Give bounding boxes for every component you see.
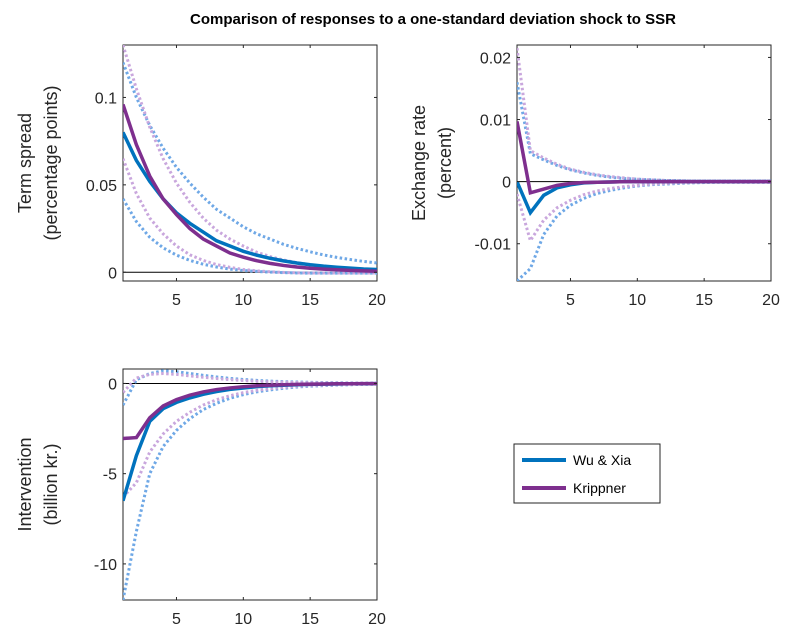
legend-label-wu-xia: Wu & Xia	[573, 452, 631, 468]
axes-box	[122, 368, 378, 601]
y-axis-label: Term spread	[15, 113, 35, 213]
x-tick-label: 10	[234, 292, 252, 309]
axes-box	[122, 44, 378, 282]
y-tick-label: 0.01	[480, 113, 511, 130]
series-line-krippner	[123, 103, 377, 273]
series-line-krippner	[123, 381, 377, 441]
confidence-band-line	[517, 180, 771, 281]
y-tick-label: 0	[108, 265, 117, 282]
x-tick-label: 20	[762, 292, 780, 309]
y-axis-label: Exchange rate	[409, 105, 429, 221]
y-tick-label: 0	[502, 175, 511, 192]
confidence-band-line	[123, 382, 377, 600]
y-axis-label: (percentage points)	[41, 85, 61, 240]
panel-term-spread: 5 10 15 20 0 0.05 0.1 Term spread (percentage po…	[15, 44, 386, 309]
x-tick-label: 20	[368, 292, 386, 309]
y-tick-label: 0	[108, 376, 117, 393]
legend-label-krippner: Krippner	[573, 480, 626, 496]
y-axis-label: Intervention	[15, 437, 35, 531]
confidence-band-line	[517, 47, 771, 183]
confidence-band-line	[123, 45, 377, 272]
panel-intervention: 5 10 15 20 -10 -5 0 Intervention (billion kr.)	[15, 368, 386, 628]
y-axis-label: (percent)	[435, 127, 455, 199]
panel-exchange-rate: 5 10 15 20 -0.01 0 0.01 0.02 Exchange rate (perce…	[409, 44, 780, 309]
x-tick-label: 20	[368, 611, 386, 628]
series-line-wu-xia	[123, 381, 377, 502]
y-tick-label: 0.1	[95, 90, 117, 107]
confidence-band-line	[123, 61, 377, 265]
y-tick-label: -10	[94, 557, 117, 574]
x-tick-label: 5	[172, 292, 181, 309]
confidence-band-line	[123, 382, 377, 499]
x-tick-label: 5	[566, 292, 575, 309]
y-tick-label: 0.05	[86, 178, 117, 195]
figure-title: Comparison of responses to a one-standar…	[190, 11, 676, 28]
x-tick-label: 10	[234, 611, 252, 628]
y-tick-label: 0.02	[480, 50, 511, 67]
x-tick-label: 15	[695, 292, 713, 309]
x-tick-label: 5	[172, 611, 181, 628]
x-tick-label: 10	[628, 292, 646, 309]
confidence-band-line	[517, 180, 771, 245]
y-tick-label: -5	[103, 467, 117, 484]
confidence-band-line	[123, 158, 377, 275]
series-line-wu-xia	[123, 131, 377, 272]
axes-box	[516, 44, 772, 282]
confidence-band-line	[517, 81, 771, 183]
confidence-band-line	[123, 198, 377, 275]
series-line-krippner	[517, 121, 771, 196]
y-axis-label: (billion kr.)	[41, 443, 61, 525]
legend-box	[513, 443, 661, 504]
legend: Wu & Xia Krippner	[513, 443, 661, 504]
x-tick-label: 15	[301, 611, 319, 628]
x-tick-label: 15	[301, 292, 319, 309]
y-tick-label: -0.01	[475, 237, 512, 254]
